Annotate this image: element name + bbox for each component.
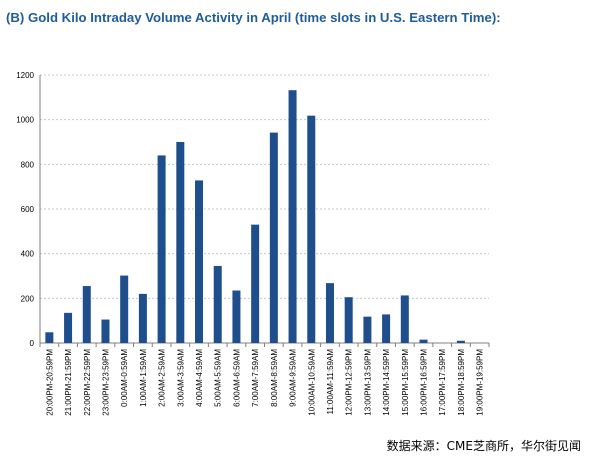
y-tick-label: 200 [21, 294, 35, 303]
y-tick-label: 1200 [16, 71, 34, 80]
x-tick-label: 15:00PM-15:59PM [401, 349, 410, 416]
source-note: 数据来源：CME芝商所，华尔街见闻 [386, 439, 581, 453]
chart-title: (B) Gold Kilo Intraday Volume Activity i… [6, 10, 501, 25]
bar [232, 290, 241, 343]
y-tick-label: 600 [21, 205, 35, 214]
bar [82, 286, 91, 343]
bar [213, 265, 222, 343]
x-tick-label: 22:00PM-22:59PM [83, 349, 92, 416]
bar [64, 312, 73, 343]
x-tick-label: 8:00AM-8:59AM [270, 349, 279, 407]
bar [120, 275, 129, 343]
x-tick-label: 9:00AM-9:59AM [289, 349, 298, 407]
x-tick-label: 23:00PM-23:59PM [101, 349, 110, 416]
x-tick-label: 19:00PM-19:59PM [476, 349, 485, 416]
y-tick-label: 800 [21, 160, 35, 169]
bar [45, 332, 54, 343]
x-tick-label: 1:00AM-1:59AM [139, 349, 148, 407]
x-tick-label: 20:00PM-20:59PM [45, 349, 54, 416]
x-tick-label: 2:00AM-2:59AM [158, 349, 167, 407]
x-tick-label: 6:00AM-6:59AM [232, 349, 241, 407]
x-tick-label: 7:00AM-7:59AM [251, 349, 260, 407]
bar [307, 115, 316, 343]
x-tick-label: 3:00AM-3:59AM [176, 349, 185, 407]
x-tick-label: 5:00AM-5:59AM [214, 349, 223, 407]
x-tick-label: 14:00PM-14:59PM [382, 349, 391, 416]
bar [269, 132, 278, 343]
bar [288, 90, 297, 343]
bar [176, 142, 185, 343]
bar [382, 314, 391, 343]
bar [138, 293, 147, 343]
x-tick-label: 0:00AM-0:59AM [120, 349, 129, 407]
bar [251, 224, 260, 343]
y-tick-label: 0 [30, 339, 35, 348]
x-tick-label: 16:00PM-16:59PM [420, 349, 429, 416]
y-tick-label: 1000 [16, 116, 34, 125]
x-tick-label: 10:00AM-10:59AM [307, 349, 316, 416]
bar [363, 316, 372, 343]
x-tick-label: 17:00PM-17:59PM [438, 349, 447, 416]
bar [101, 319, 110, 343]
bar [344, 297, 353, 343]
bar [325, 283, 334, 343]
bar [157, 155, 166, 343]
x-tick-label: 18:00PM-18:59PM [457, 349, 466, 416]
x-tick-label: 12:00PM-12:59PM [345, 349, 354, 416]
x-tick-label: 21:00PM-21:59PM [64, 349, 73, 416]
x-tick-label: 13:00PM-13:59PM [363, 349, 372, 416]
bar [419, 339, 428, 343]
bar [400, 295, 409, 343]
bar [456, 340, 465, 343]
x-tick-label: 11:00AM-11:59AM [326, 349, 335, 415]
y-tick-label: 400 [21, 250, 35, 259]
x-tick-label: 4:00AM-4:59AM [195, 349, 204, 407]
bar [195, 180, 204, 343]
